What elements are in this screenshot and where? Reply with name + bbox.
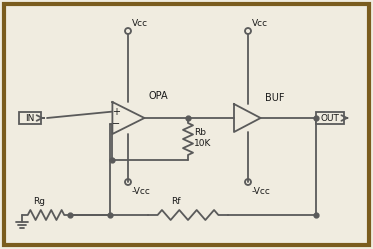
Text: -Vcc: -Vcc <box>252 187 271 196</box>
Text: Rg: Rg <box>33 197 45 206</box>
Text: OUT: OUT <box>320 114 339 123</box>
Text: Rb: Rb <box>194 128 206 137</box>
FancyBboxPatch shape <box>316 112 344 124</box>
Text: -Vcc: -Vcc <box>132 187 151 196</box>
Text: IN: IN <box>25 114 35 123</box>
FancyBboxPatch shape <box>19 112 41 124</box>
Text: −: − <box>112 120 120 129</box>
Text: 10K: 10K <box>194 139 211 148</box>
Text: Rf: Rf <box>171 197 181 206</box>
Text: BUF: BUF <box>264 93 284 103</box>
FancyBboxPatch shape <box>4 4 369 245</box>
Text: +: + <box>112 107 120 117</box>
Text: Vcc: Vcc <box>252 19 268 28</box>
Text: OPA: OPA <box>148 91 168 101</box>
Text: Vcc: Vcc <box>132 19 148 28</box>
